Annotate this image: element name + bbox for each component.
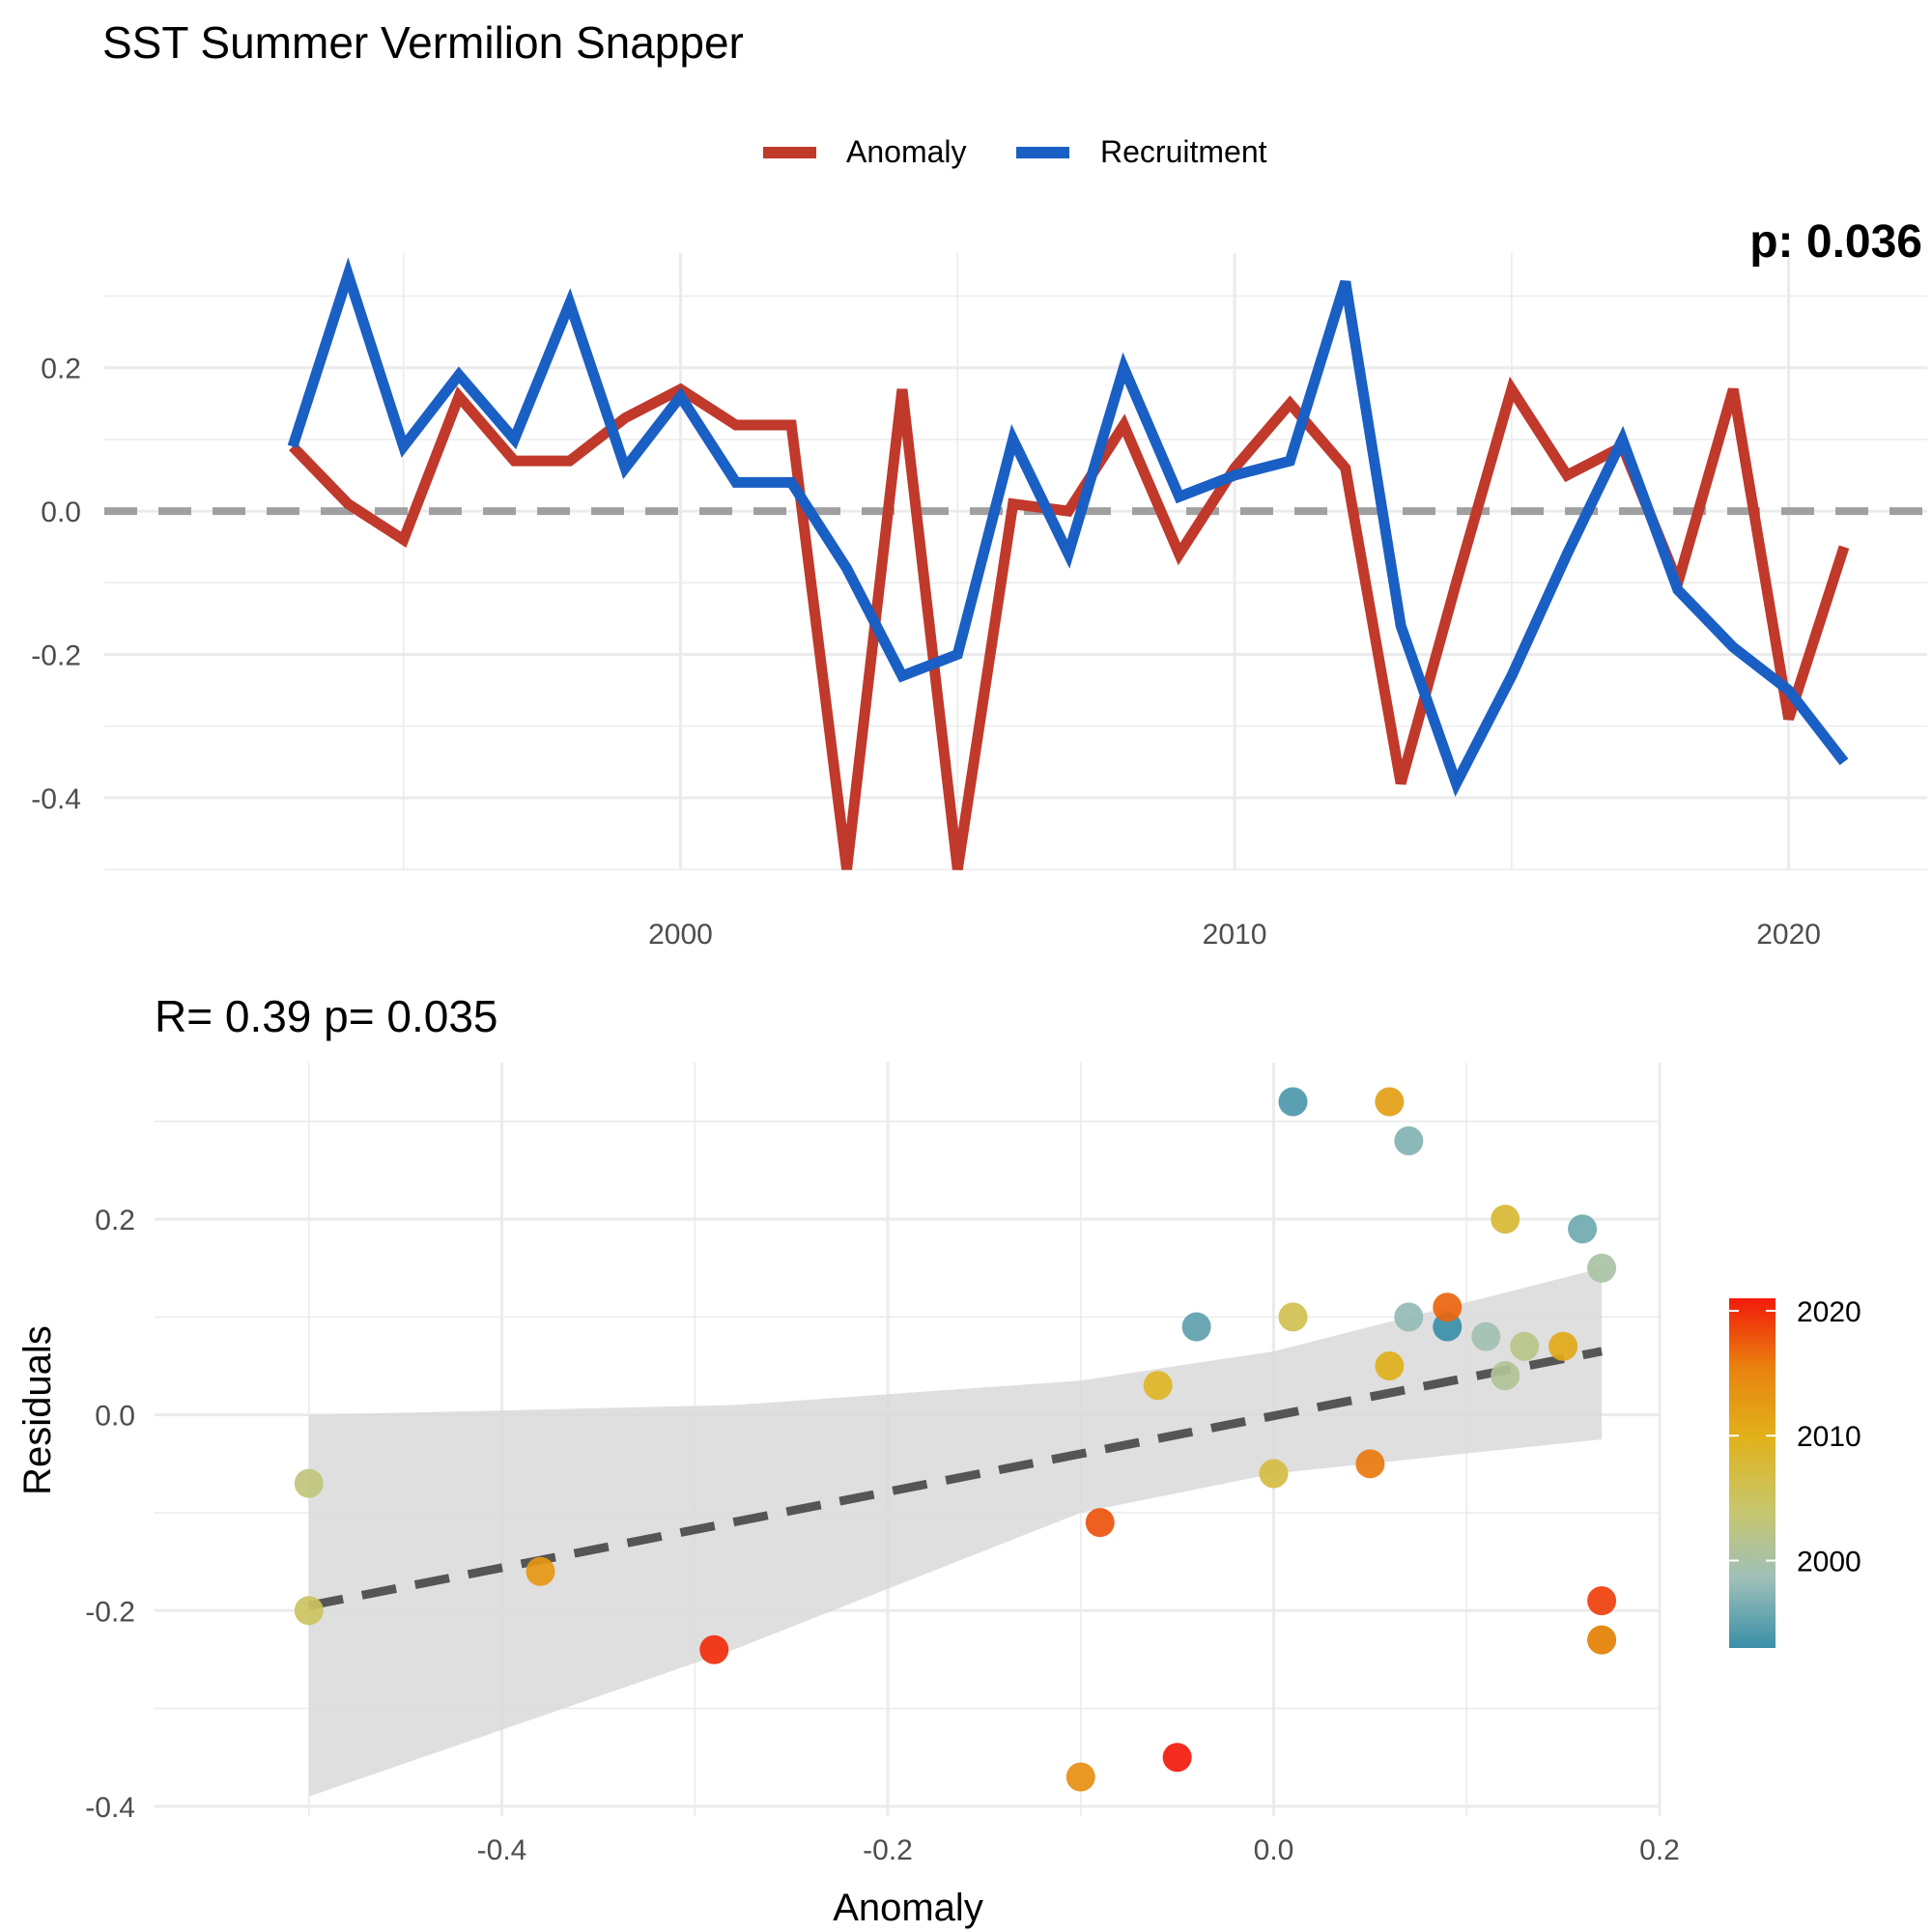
scatter-point (294, 1468, 324, 1498)
scatter-point (1568, 1214, 1598, 1244)
scatter-point (1587, 1625, 1617, 1655)
y-tick-label: -0.2 (31, 639, 81, 671)
scatter-point (1355, 1449, 1385, 1479)
x-tick-label: 0.0 (1254, 1834, 1294, 1866)
scatter-point (1162, 1743, 1192, 1773)
scatter-point (1278, 1087, 1308, 1117)
y-tick-label: -0.4 (31, 783, 81, 815)
legend-label-anomaly: Anomaly (846, 134, 967, 169)
colorbar-gradient (1729, 1298, 1776, 1648)
scatter-point (1143, 1371, 1173, 1401)
scatter-point (294, 1596, 324, 1626)
y-tick-label: 0.0 (95, 1401, 135, 1433)
colorbar-tick-label: 2020 (1797, 1296, 1861, 1328)
scatter-panel: R= 0.39 p= 0.035 0.2 0.0 -0.2 -0.4 -0.4 -0.2… (16, 991, 1680, 1929)
scatter-point (1491, 1361, 1520, 1391)
series-line-anomaly (289, 376, 1850, 870)
y-tick-label: 0.2 (95, 1205, 135, 1236)
scatter-point (1278, 1302, 1308, 1332)
time-series-panel: 0.2 0.0 -0.2 -0.4 2000 2010 2020 p: 0.036 (31, 216, 1927, 951)
x-tick-label: -0.4 (477, 1834, 527, 1866)
scatter-point (1085, 1508, 1115, 1538)
time-series-y-ticks: 0.2 0.0 -0.2 -0.4 (31, 354, 81, 815)
x-tick-label: 2000 (648, 919, 713, 951)
scatter-point (1394, 1126, 1424, 1156)
y-tick-label: 0.2 (41, 354, 81, 385)
colorbar-tick-label: 2000 (1797, 1547, 1861, 1578)
legend-label-recruitment: Recruitment (1100, 134, 1267, 169)
x-tick-label: 2010 (1203, 919, 1267, 951)
scatter-y-ticks: 0.2 0.0 -0.2 -0.4 (85, 1205, 135, 1824)
scatter-point (1471, 1321, 1501, 1351)
y-tick-label: 0.0 (41, 497, 81, 528)
scatter-point (1181, 1312, 1211, 1342)
x-axis-label: Anomaly (833, 1887, 983, 1929)
time-series-x-ticks: 2000 2010 2020 (648, 919, 1821, 951)
colorbar-ticks: 2020 2010 2000 (1729, 1296, 1861, 1578)
scatter-point (1375, 1351, 1405, 1381)
legend: Anomaly Recruitment (763, 134, 1267, 169)
x-tick-label: -0.2 (863, 1834, 913, 1866)
page-title: SST Summer Vermilion Snapper (102, 17, 744, 68)
x-tick-label: 2020 (1756, 919, 1821, 951)
scatter-point (699, 1634, 729, 1664)
scatter-title: R= 0.39 p= 0.035 (155, 991, 498, 1041)
time-series-grid (104, 253, 1927, 870)
scatter-point (1375, 1087, 1405, 1117)
scatter-point (1433, 1293, 1463, 1322)
scatter-point (1587, 1253, 1617, 1283)
scatter-point (1491, 1205, 1520, 1235)
y-axis-label: Residuals (16, 1325, 59, 1495)
colorbar: 2020 2010 2000 (1729, 1296, 1861, 1648)
scatter-point (1510, 1331, 1540, 1361)
y-tick-label: -0.2 (85, 1596, 135, 1628)
scatter-point (1394, 1302, 1424, 1332)
fit-line (307, 1347, 1603, 1610)
x-tick-label: 0.2 (1639, 1834, 1680, 1866)
scatter-x-ticks: -0.4 -0.2 0.0 0.2 (477, 1834, 1680, 1866)
colorbar-tick-label: 2010 (1797, 1421, 1861, 1453)
clipped-annotation: p: 0.036 (1749, 216, 1922, 268)
scatter-point (1587, 1586, 1617, 1616)
y-tick-label: -0.4 (85, 1792, 135, 1824)
scatter-point (1548, 1331, 1578, 1361)
scatter-point (1259, 1459, 1289, 1489)
confidence-band (308, 1267, 1603, 1797)
scatter-point (1065, 1762, 1095, 1792)
scatter-point (526, 1556, 555, 1586)
scatter-points (294, 1087, 1617, 1792)
series-line-recruitment (287, 257, 1849, 797)
